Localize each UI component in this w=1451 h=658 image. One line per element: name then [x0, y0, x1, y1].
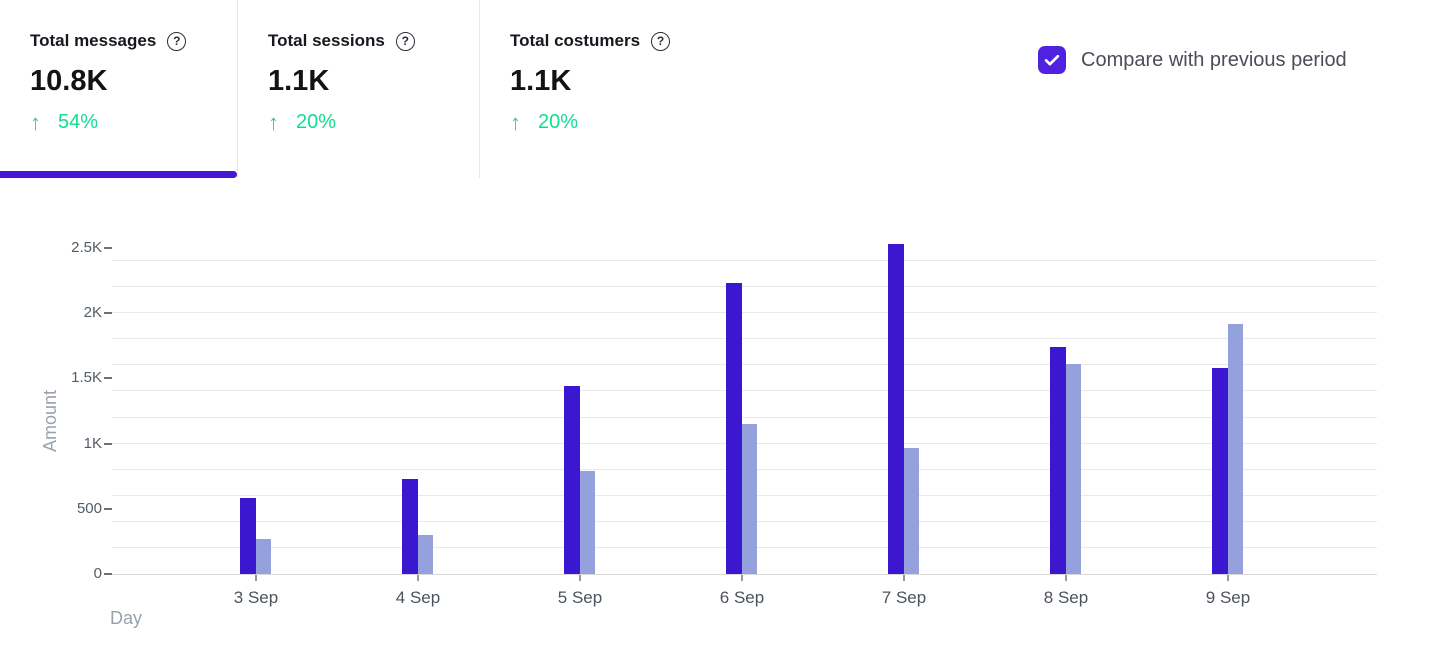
stat-card-total-messages[interactable]: Total messages ? 10.8K ↑ 54%	[0, 0, 237, 178]
x-tick-mark	[1227, 575, 1229, 581]
y-tick-label: 500	[76, 499, 102, 517]
stat-card-delta: 20%	[296, 111, 337, 133]
x-axis-label: 7 Sep	[881, 588, 927, 607]
x-tick-mark	[255, 575, 257, 581]
help-icon[interactable]: ?	[651, 31, 671, 51]
gridline	[112, 260, 1377, 262]
x-axis-title: Day	[110, 608, 143, 628]
y-tick-label: 2.5K	[71, 239, 102, 256]
bar-current-period[interactable]	[1050, 347, 1066, 574]
y-tick-mark	[104, 247, 112, 249]
bar-previous-period[interactable]	[742, 424, 757, 574]
y-tick-label: 2K	[83, 304, 102, 322]
active-tab-indicator	[0, 171, 237, 178]
compare-with-previous-row: Compare with previous period	[1038, 46, 1347, 74]
stat-card-title: Total sessions	[268, 31, 385, 50]
gridline	[112, 286, 1377, 288]
bar-previous-period[interactable]	[418, 534, 433, 574]
x-tick-mark	[1065, 575, 1067, 581]
x-axis-label: 4 Sep	[395, 588, 441, 607]
stat-card-delta: 54%	[58, 111, 99, 133]
compare-checkbox[interactable]	[1038, 46, 1066, 74]
stat-card-total-customers[interactable]: Total costumers ? 1.1K ↑ 20%	[480, 0, 720, 178]
bar-current-period[interactable]	[240, 498, 256, 574]
bar-previous-period[interactable]	[1228, 323, 1243, 574]
x-tick-mark	[417, 575, 419, 581]
x-tick-mark	[741, 575, 743, 581]
y-tick-mark	[104, 507, 112, 510]
trend-up-icon: ↑	[30, 109, 41, 135]
gridline	[112, 416, 1377, 418]
bar-current-period[interactable]	[726, 283, 742, 574]
x-axis-label: 3 Sep	[233, 588, 279, 607]
check-icon	[1044, 54, 1060, 66]
y-tick-mark	[104, 312, 112, 315]
x-axis-label: 6 Sep	[719, 588, 765, 607]
trend-up-icon: ↑	[268, 109, 279, 135]
x-tick-mark	[579, 575, 581, 581]
x-tick-mark	[903, 575, 905, 581]
plot-area	[112, 244, 1377, 575]
help-icon[interactable]: ?	[167, 31, 187, 51]
bar-previous-period[interactable]	[256, 538, 271, 574]
card-divider	[237, 0, 238, 178]
stat-card-total-sessions[interactable]: Total sessions ? 1.1K ↑ 20%	[238, 0, 479, 178]
trend-up-icon: ↑	[510, 109, 521, 135]
stat-card-title: Total costumers	[510, 31, 641, 50]
x-axis-label: 8 Sep	[1043, 588, 1089, 607]
x-axis-label: 9 Sep	[1205, 588, 1251, 607]
bar-previous-period[interactable]	[580, 470, 595, 574]
y-tick-mark	[104, 442, 112, 445]
y-tick-label: 1.5K	[71, 369, 102, 387]
x-axis-label: 5 Sep	[557, 588, 603, 607]
bar-current-period[interactable]	[1212, 367, 1228, 574]
compare-checkbox-label[interactable]: Compare with previous period	[1081, 48, 1347, 71]
gridline	[112, 338, 1377, 340]
stat-card-value: 10.8K	[30, 65, 108, 97]
y-tick-label: 0	[93, 565, 102, 582]
x-axis-line	[112, 574, 1377, 575]
stat-card-delta: 20%	[538, 111, 579, 133]
stat-card-title: Total messages	[30, 31, 157, 50]
gridline	[112, 312, 1377, 314]
stat-card-value: 1.1K	[268, 65, 330, 97]
bar-current-period[interactable]	[402, 478, 418, 574]
stat-card-value: 1.1K	[510, 65, 572, 97]
y-tick-label: 1K	[83, 434, 102, 452]
bar-current-period[interactable]	[888, 244, 904, 574]
y-tick-mark	[104, 377, 112, 380]
help-icon[interactable]: ?	[395, 31, 415, 51]
gridline	[112, 390, 1377, 392]
gridline	[112, 364, 1377, 366]
bar-previous-period[interactable]	[1066, 364, 1081, 574]
card-divider	[479, 0, 480, 178]
bar-previous-period[interactable]	[904, 447, 919, 574]
y-tick-mark	[104, 573, 112, 575]
bar-current-period[interactable]	[564, 386, 580, 574]
